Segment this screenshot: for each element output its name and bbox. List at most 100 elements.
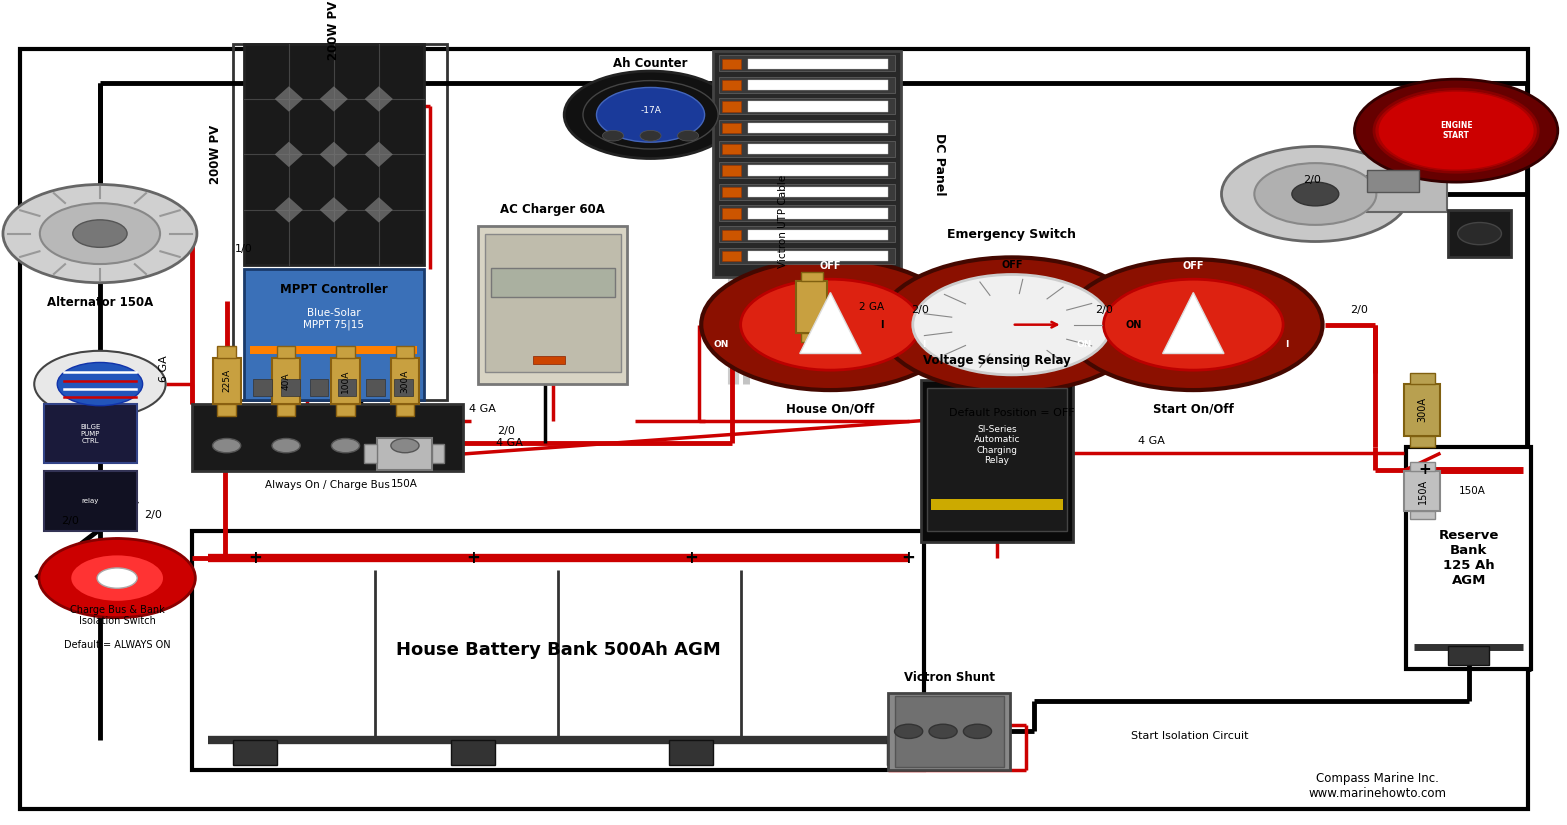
Text: Default Position = OFF: Default Position = OFF: [950, 408, 1075, 418]
FancyBboxPatch shape: [931, 498, 1064, 510]
Circle shape: [390, 438, 418, 453]
FancyBboxPatch shape: [193, 404, 462, 471]
FancyBboxPatch shape: [273, 358, 301, 404]
FancyBboxPatch shape: [669, 740, 713, 765]
Circle shape: [1374, 89, 1539, 172]
FancyBboxPatch shape: [796, 281, 827, 332]
FancyBboxPatch shape: [747, 229, 888, 240]
FancyBboxPatch shape: [722, 166, 741, 176]
FancyBboxPatch shape: [747, 101, 888, 111]
Circle shape: [597, 87, 705, 142]
FancyBboxPatch shape: [1410, 511, 1435, 520]
Circle shape: [1377, 91, 1534, 170]
Circle shape: [71, 554, 165, 602]
FancyBboxPatch shape: [722, 208, 741, 219]
FancyBboxPatch shape: [719, 98, 895, 114]
Text: Ah Counter: Ah Counter: [613, 57, 688, 70]
Polygon shape: [320, 197, 348, 223]
FancyBboxPatch shape: [244, 44, 423, 266]
FancyBboxPatch shape: [277, 404, 296, 416]
FancyBboxPatch shape: [393, 379, 412, 396]
Text: +: +: [248, 549, 262, 568]
FancyBboxPatch shape: [244, 269, 423, 400]
Text: 200W PV: 200W PV: [208, 125, 223, 184]
FancyBboxPatch shape: [44, 471, 138, 530]
FancyBboxPatch shape: [722, 101, 741, 111]
Circle shape: [1254, 163, 1376, 225]
FancyBboxPatch shape: [1366, 177, 1446, 212]
FancyBboxPatch shape: [713, 51, 901, 277]
FancyBboxPatch shape: [337, 404, 354, 416]
FancyBboxPatch shape: [490, 268, 614, 297]
FancyBboxPatch shape: [887, 740, 931, 765]
Text: +: +: [683, 549, 697, 568]
FancyBboxPatch shape: [719, 120, 895, 135]
FancyBboxPatch shape: [747, 208, 888, 219]
Text: 2/0: 2/0: [1304, 175, 1321, 185]
FancyBboxPatch shape: [310, 379, 329, 396]
FancyBboxPatch shape: [719, 184, 895, 200]
FancyBboxPatch shape: [722, 80, 741, 90]
Polygon shape: [1163, 293, 1224, 353]
Text: 4 GA: 4 GA: [497, 438, 523, 449]
Circle shape: [1103, 279, 1283, 370]
FancyBboxPatch shape: [218, 346, 237, 358]
Polygon shape: [320, 142, 348, 167]
Text: Alternator 150A: Alternator 150A: [47, 296, 154, 309]
Circle shape: [602, 130, 624, 141]
Text: 2/0: 2/0: [1095, 305, 1113, 315]
Text: Victron Shunt: Victron Shunt: [904, 671, 995, 684]
Text: 300A: 300A: [401, 370, 409, 393]
FancyBboxPatch shape: [719, 227, 895, 243]
Circle shape: [1222, 147, 1409, 242]
Text: Compass Marine Inc.
www.marinehowto.com: Compass Marine Inc. www.marinehowto.com: [1308, 771, 1446, 799]
Text: Victron UTP Cable: Victron UTP Cable: [779, 175, 788, 268]
Circle shape: [879, 257, 1145, 392]
Polygon shape: [274, 197, 302, 223]
Circle shape: [964, 724, 992, 738]
FancyBboxPatch shape: [1410, 373, 1435, 384]
Text: Start On/Off: Start On/Off: [1153, 403, 1233, 416]
Text: 100A: 100A: [342, 370, 349, 393]
FancyBboxPatch shape: [365, 379, 384, 396]
Circle shape: [912, 275, 1111, 375]
Circle shape: [97, 568, 138, 588]
Text: OFF: OFF: [820, 262, 841, 271]
Text: 300A: 300A: [1418, 398, 1428, 422]
Circle shape: [3, 185, 197, 283]
Text: Reserve
Bank
125 Ah
AGM: Reserve Bank 125 Ah AGM: [1439, 530, 1498, 587]
Polygon shape: [365, 197, 393, 223]
FancyBboxPatch shape: [895, 696, 1004, 766]
FancyBboxPatch shape: [1410, 463, 1435, 471]
Circle shape: [583, 81, 718, 149]
Text: 2/0: 2/0: [61, 516, 80, 526]
FancyBboxPatch shape: [921, 380, 1073, 543]
Text: 150A: 150A: [1459, 486, 1486, 496]
Text: -17A: -17A: [639, 106, 661, 116]
Text: Voltage Sensing Relay: Voltage Sensing Relay: [923, 354, 1070, 367]
FancyBboxPatch shape: [193, 530, 925, 770]
Circle shape: [39, 539, 196, 618]
Text: 2/0: 2/0: [1351, 305, 1368, 315]
Circle shape: [213, 438, 241, 453]
Text: DC Panel: DC Panel: [934, 133, 946, 196]
Text: 2/0: 2/0: [910, 305, 929, 315]
FancyBboxPatch shape: [747, 187, 888, 197]
Circle shape: [39, 203, 160, 264]
FancyBboxPatch shape: [722, 123, 741, 133]
Circle shape: [741, 279, 920, 370]
FancyBboxPatch shape: [888, 693, 1011, 770]
Circle shape: [273, 438, 301, 453]
Polygon shape: [274, 87, 302, 111]
FancyBboxPatch shape: [376, 438, 431, 469]
Circle shape: [1064, 259, 1323, 390]
FancyBboxPatch shape: [747, 80, 888, 90]
Text: Always On / Charge Bus: Always On / Charge Bus: [265, 480, 390, 490]
Text: ON: ON: [1077, 340, 1092, 349]
FancyBboxPatch shape: [747, 59, 888, 68]
Circle shape: [929, 724, 957, 738]
Polygon shape: [274, 142, 302, 167]
FancyBboxPatch shape: [719, 248, 895, 264]
FancyBboxPatch shape: [722, 229, 741, 240]
Circle shape: [1354, 79, 1558, 182]
